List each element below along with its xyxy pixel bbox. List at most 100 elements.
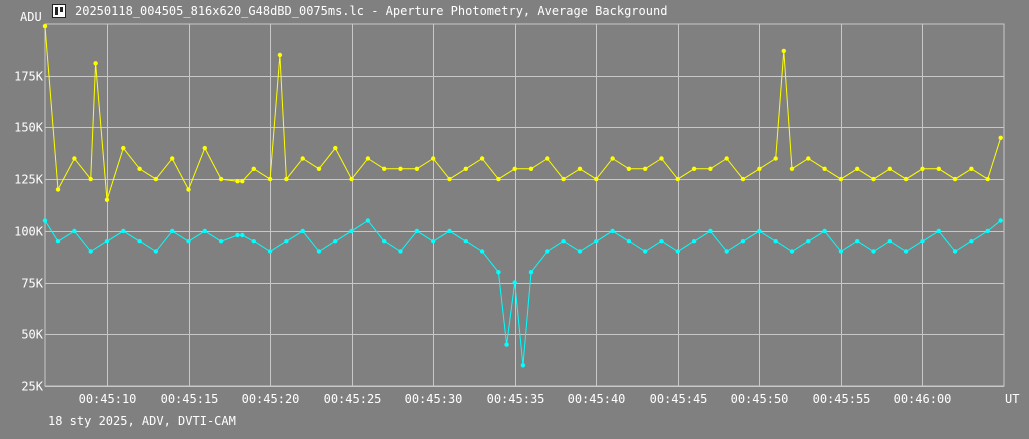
series-0-point — [186, 187, 191, 192]
footer-info: 18 sty 2025, ADV, DVTI-CAM — [48, 414, 236, 428]
series-1-point — [757, 228, 762, 234]
series-0-point — [218, 176, 224, 182]
series-1-point — [594, 239, 599, 244]
series-0-line — [44, 26, 1002, 200]
series-1-point — [504, 342, 509, 347]
y-tick-label: 25K — [21, 380, 43, 394]
series-0-point — [887, 166, 892, 171]
series-0-point — [952, 176, 958, 182]
series-1-point — [284, 239, 289, 244]
series-1-point — [300, 228, 305, 234]
series-0-point — [610, 156, 615, 161]
series-0-point — [414, 166, 420, 171]
series-0-point — [691, 166, 697, 171]
series-1-point — [577, 249, 583, 254]
series-0-point — [998, 135, 1003, 140]
y-tick-label: 75K — [21, 277, 43, 291]
x-axis-label: UT — [1005, 392, 1019, 406]
x-tick-label: 00:45:35 — [487, 392, 545, 406]
series-1-point — [724, 249, 729, 254]
series-1-point — [72, 228, 77, 234]
series-0-point — [936, 166, 941, 171]
series-1-point — [121, 228, 126, 234]
y-tick-label: 125K — [14, 173, 44, 187]
series-0-point — [349, 176, 354, 182]
series-0-point — [675, 176, 680, 182]
series-1-point — [235, 232, 240, 238]
series-0-point — [496, 176, 501, 182]
chart-axes: 25K 50K 75K 100K 125K 150K 175K 00:45:10 00:45:1… — [14, 23, 1005, 406]
series-0-point — [463, 166, 468, 171]
series-1-point — [398, 249, 403, 254]
series-1-point — [479, 249, 485, 254]
series-0-point — [235, 179, 240, 184]
series-1-point — [903, 249, 909, 254]
x-tick-label: 00:46:00 — [894, 392, 952, 406]
series-1-point — [365, 218, 371, 223]
series-1-point — [447, 228, 452, 234]
series-0-point — [382, 166, 387, 171]
series-1-point — [855, 239, 860, 244]
series-1-point — [675, 249, 680, 254]
x-tick-label: 00:45:50 — [731, 392, 789, 406]
series-0-point — [153, 176, 159, 182]
series-0-point — [561, 176, 566, 182]
series-0-point — [757, 166, 762, 171]
series-0-point — [577, 166, 583, 171]
series-1-point — [773, 239, 778, 244]
series-0-point — [781, 48, 786, 54]
series-1-point — [643, 249, 648, 254]
chart-labels: ADU UT — [20, 10, 1019, 406]
title-bar: 20250118_004505_816x620_G48dBD_0075ms.lc… — [0, 0, 1029, 24]
series-0-point — [855, 166, 860, 171]
chart-title: 20250118_004505_816x620_G48dBD_0075ms.lc… — [75, 4, 668, 18]
series-1-point — [561, 239, 566, 244]
series-0-point — [969, 166, 974, 171]
series-1-point — [382, 239, 387, 244]
series-0-point — [170, 156, 175, 161]
series-0-point — [267, 176, 273, 182]
series-1-point — [88, 249, 93, 254]
series-1-point — [528, 270, 534, 275]
series-0-point — [55, 187, 61, 192]
series-1-point — [936, 228, 941, 234]
series-0-point — [104, 197, 110, 202]
series-0-point — [93, 61, 98, 66]
series-0-point — [643, 166, 648, 171]
series-0-point — [724, 156, 729, 161]
series-0-point — [838, 176, 844, 182]
series-0-point — [708, 166, 713, 171]
series-1-point — [838, 249, 844, 254]
series-1-point — [496, 270, 501, 275]
series-1-point — [806, 239, 811, 244]
series-0-point — [137, 166, 142, 171]
series-0-point — [806, 156, 811, 161]
x-tick-label: 00:45:40 — [568, 392, 626, 406]
series-0-point — [284, 176, 289, 182]
series-0-point — [985, 176, 990, 182]
series-1-point — [333, 239, 338, 244]
x-tick-label: 00:45:45 — [650, 392, 708, 406]
series-0-point — [920, 166, 925, 171]
series-0-point — [277, 52, 283, 58]
series-0-point — [240, 179, 245, 184]
series-0-point — [789, 166, 795, 171]
series-1-point — [349, 228, 354, 234]
x-tick-label: 00:45:25 — [324, 392, 382, 406]
series-0-point — [431, 156, 436, 161]
series-0-point — [398, 166, 403, 171]
series-0-point — [300, 156, 305, 161]
series-0-point — [333, 145, 338, 151]
series-1-point — [545, 249, 550, 254]
series-1-point — [267, 249, 273, 254]
series-0-point — [594, 176, 599, 182]
series-1-point — [998, 218, 1003, 223]
series-1-point — [740, 239, 746, 244]
series-1-point — [202, 228, 207, 234]
series-1-point — [414, 228, 420, 234]
series-1-point — [952, 249, 958, 254]
series-1-point — [659, 239, 664, 244]
series-1-point — [887, 239, 892, 244]
y-tick-label: 150K — [14, 121, 44, 135]
